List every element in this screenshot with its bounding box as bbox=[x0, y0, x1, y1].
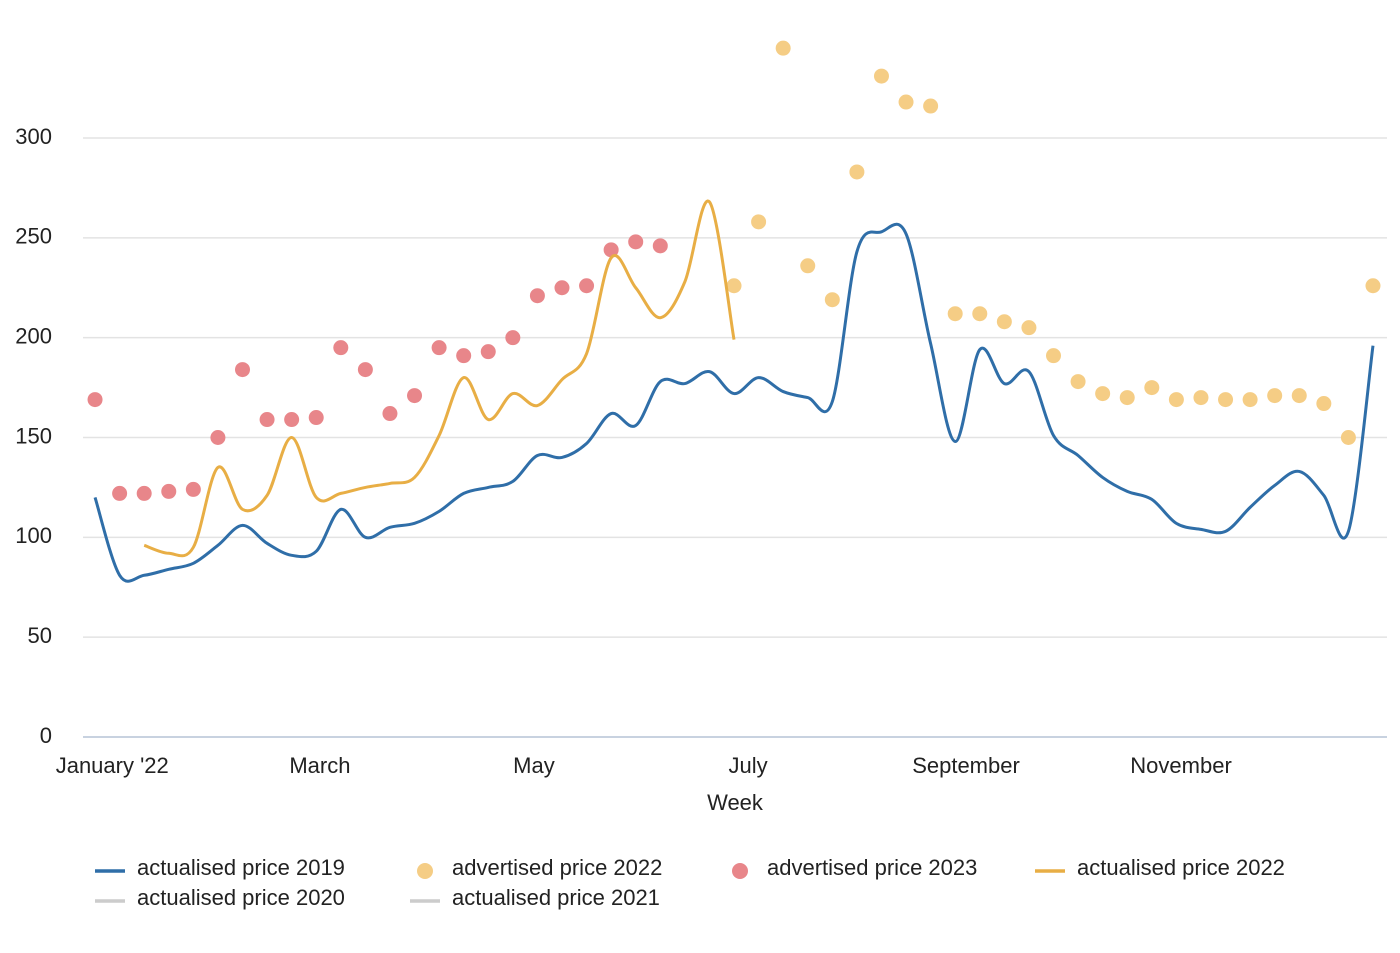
data-point bbox=[357, 362, 373, 378]
data-point bbox=[603, 242, 619, 258]
data-point bbox=[1365, 278, 1381, 294]
x-tick-label: May bbox=[513, 753, 555, 778]
legend-item[interactable]: advertised price 2023 bbox=[732, 855, 977, 880]
data-point bbox=[726, 278, 742, 294]
data-point bbox=[308, 410, 324, 426]
data-point bbox=[185, 481, 201, 497]
data-point bbox=[800, 258, 816, 274]
legend-label: actualised price 2020 bbox=[137, 885, 345, 910]
legend-label: advertised price 2023 bbox=[767, 855, 977, 880]
data-point bbox=[898, 94, 914, 110]
data-point bbox=[947, 306, 963, 322]
y-tick-label: 150 bbox=[15, 423, 52, 448]
data-point bbox=[1144, 380, 1160, 396]
data-point bbox=[456, 348, 472, 364]
data-point bbox=[1267, 388, 1283, 404]
series-line bbox=[93, 222, 1375, 583]
data-point bbox=[1218, 392, 1234, 408]
legend-swatch bbox=[417, 863, 433, 879]
data-point bbox=[1119, 390, 1135, 406]
data-point bbox=[751, 214, 767, 230]
data-point bbox=[1340, 430, 1356, 445]
data-point bbox=[382, 406, 398, 422]
data-point bbox=[210, 430, 226, 445]
data-point bbox=[1168, 392, 1184, 408]
legend-swatch bbox=[732, 863, 748, 879]
data-point bbox=[136, 485, 152, 501]
series-line bbox=[143, 199, 736, 558]
data-point bbox=[923, 98, 939, 114]
data-point bbox=[284, 412, 300, 428]
data-point bbox=[628, 234, 644, 250]
data-point bbox=[873, 68, 889, 84]
legend-item[interactable]: advertised price 2022 bbox=[417, 855, 662, 880]
legend-item[interactable]: actualised price 2020 bbox=[95, 885, 345, 910]
data-point bbox=[161, 483, 177, 499]
legend-item[interactable]: actualised price 2019 bbox=[95, 855, 345, 880]
data-point bbox=[87, 392, 103, 408]
data-point bbox=[333, 340, 349, 356]
data-point bbox=[1021, 320, 1037, 336]
legend-label: actualised price 2019 bbox=[137, 855, 345, 880]
data-point bbox=[972, 306, 988, 322]
data-point bbox=[775, 40, 791, 56]
legend-label: actualised price 2021 bbox=[452, 885, 660, 910]
data-point bbox=[259, 412, 275, 428]
x-tick-label: September bbox=[912, 753, 1020, 778]
legend-label: advertised price 2022 bbox=[452, 855, 662, 880]
data-point bbox=[554, 280, 570, 296]
legend-item[interactable]: actualised price 2022 bbox=[1035, 855, 1285, 880]
legend-label: actualised price 2022 bbox=[1077, 855, 1285, 880]
data-point bbox=[234, 362, 250, 378]
x-tick-label: November bbox=[1130, 753, 1231, 778]
data-point bbox=[1316, 396, 1332, 412]
data-point bbox=[1070, 374, 1086, 390]
data-point bbox=[529, 288, 545, 304]
data-point bbox=[824, 292, 840, 308]
data-point bbox=[480, 344, 496, 360]
data-point bbox=[505, 330, 521, 346]
data-point bbox=[1046, 348, 1062, 364]
data-point bbox=[579, 278, 595, 294]
y-tick-label: 50 bbox=[28, 623, 52, 648]
data-point bbox=[1193, 390, 1209, 406]
y-tick-label: 0 bbox=[40, 723, 52, 748]
data-point bbox=[1242, 392, 1258, 408]
data-point bbox=[431, 340, 447, 356]
y-tick-label: 300 bbox=[15, 124, 52, 149]
data-point bbox=[849, 164, 865, 180]
data-point bbox=[652, 238, 668, 254]
data-point bbox=[1095, 386, 1111, 402]
y-tick-label: 100 bbox=[15, 523, 52, 548]
data-point bbox=[1291, 388, 1307, 404]
legend-item[interactable]: actualised price 2021 bbox=[410, 885, 660, 910]
x-tick-label: July bbox=[728, 753, 767, 778]
data-point bbox=[407, 388, 423, 404]
data-point bbox=[996, 314, 1012, 330]
data-point bbox=[112, 485, 128, 501]
x-axis-title: Week bbox=[707, 790, 764, 815]
x-tick-label: January '22 bbox=[56, 753, 169, 778]
y-tick-label: 200 bbox=[15, 323, 52, 348]
y-tick-label: 250 bbox=[15, 224, 52, 249]
x-tick-label: March bbox=[289, 753, 350, 778]
